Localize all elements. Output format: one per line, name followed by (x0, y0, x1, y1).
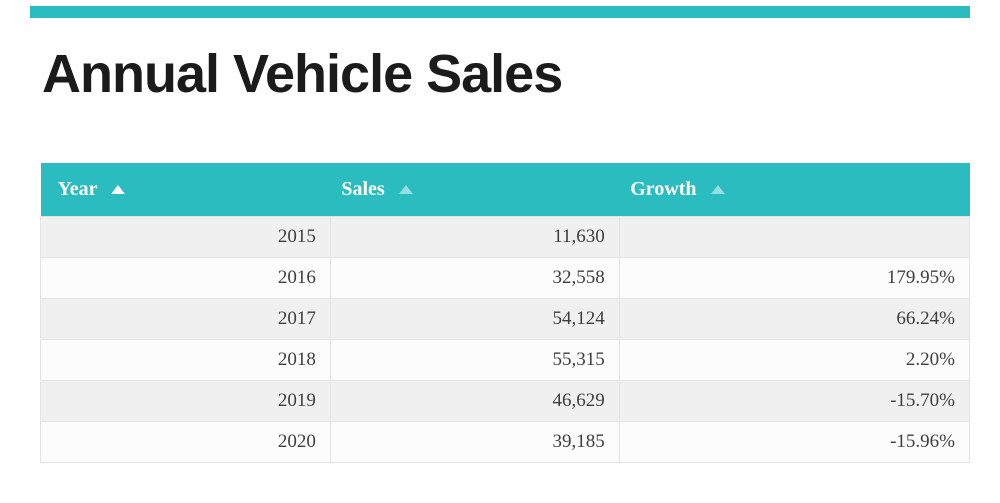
growth-cell: -15.96% (618, 421, 971, 463)
sales-table-container: Year Sales Growth (40, 163, 971, 463)
year-cell: 2016 (40, 257, 331, 299)
sales-cell: 54,124 (329, 298, 620, 340)
year-cell: 2015 (40, 216, 331, 258)
table-row: 2018 55,315 2.20% (40, 339, 971, 381)
sales-cell: 55,315 (329, 339, 620, 381)
sales-cell: 39,185 (329, 421, 620, 463)
growth-cell: -15.70% (618, 380, 971, 422)
table-row: 2017 54,124 66.24% (40, 298, 971, 340)
growth-cell: 179.95% (618, 257, 971, 299)
sort-asc-icon[interactable] (398, 185, 413, 194)
year-cell: 2020 (40, 421, 331, 463)
sort-asc-icon[interactable] (111, 185, 126, 194)
table-row: 2020 39,185 -15.96% (40, 421, 971, 463)
column-header-growth-label: Growth (630, 178, 697, 200)
growth-cell: 66.24% (618, 298, 971, 340)
column-header-sales-label: Sales (341, 178, 385, 200)
table-row: 2015 11,630 (40, 216, 971, 258)
year-cell: 2018 (40, 339, 331, 381)
column-header-year-label: Year (57, 178, 98, 200)
growth-cell (618, 216, 971, 258)
year-cell: 2019 (40, 380, 331, 422)
table-header: Year Sales Growth (40, 163, 970, 217)
sales-cell: 46,629 (329, 380, 620, 422)
year-cell: 2017 (40, 298, 331, 340)
table-body: 2015 11,630 2016 32,558 179.95% 2017 54,… (40, 216, 971, 463)
sort-asc-icon[interactable] (710, 185, 725, 194)
page-title: Annual Vehicle Sales (42, 44, 563, 104)
table-header-row: Year Sales Growth (40, 163, 970, 217)
growth-cell: 2.20% (618, 339, 971, 381)
table-row: 2019 46,629 -15.70% (40, 380, 971, 422)
annual-sales-table: Year Sales Growth (40, 163, 971, 463)
sales-cell: 11,630 (329, 216, 620, 258)
table-row: 2016 32,558 179.95% (40, 257, 971, 299)
column-header-year[interactable]: Year (40, 163, 331, 217)
column-header-growth[interactable]: Growth (619, 163, 970, 217)
sales-cell: 32,558 (329, 257, 620, 299)
column-header-sales[interactable]: Sales (330, 163, 620, 217)
top-accent-rule (30, 6, 970, 18)
